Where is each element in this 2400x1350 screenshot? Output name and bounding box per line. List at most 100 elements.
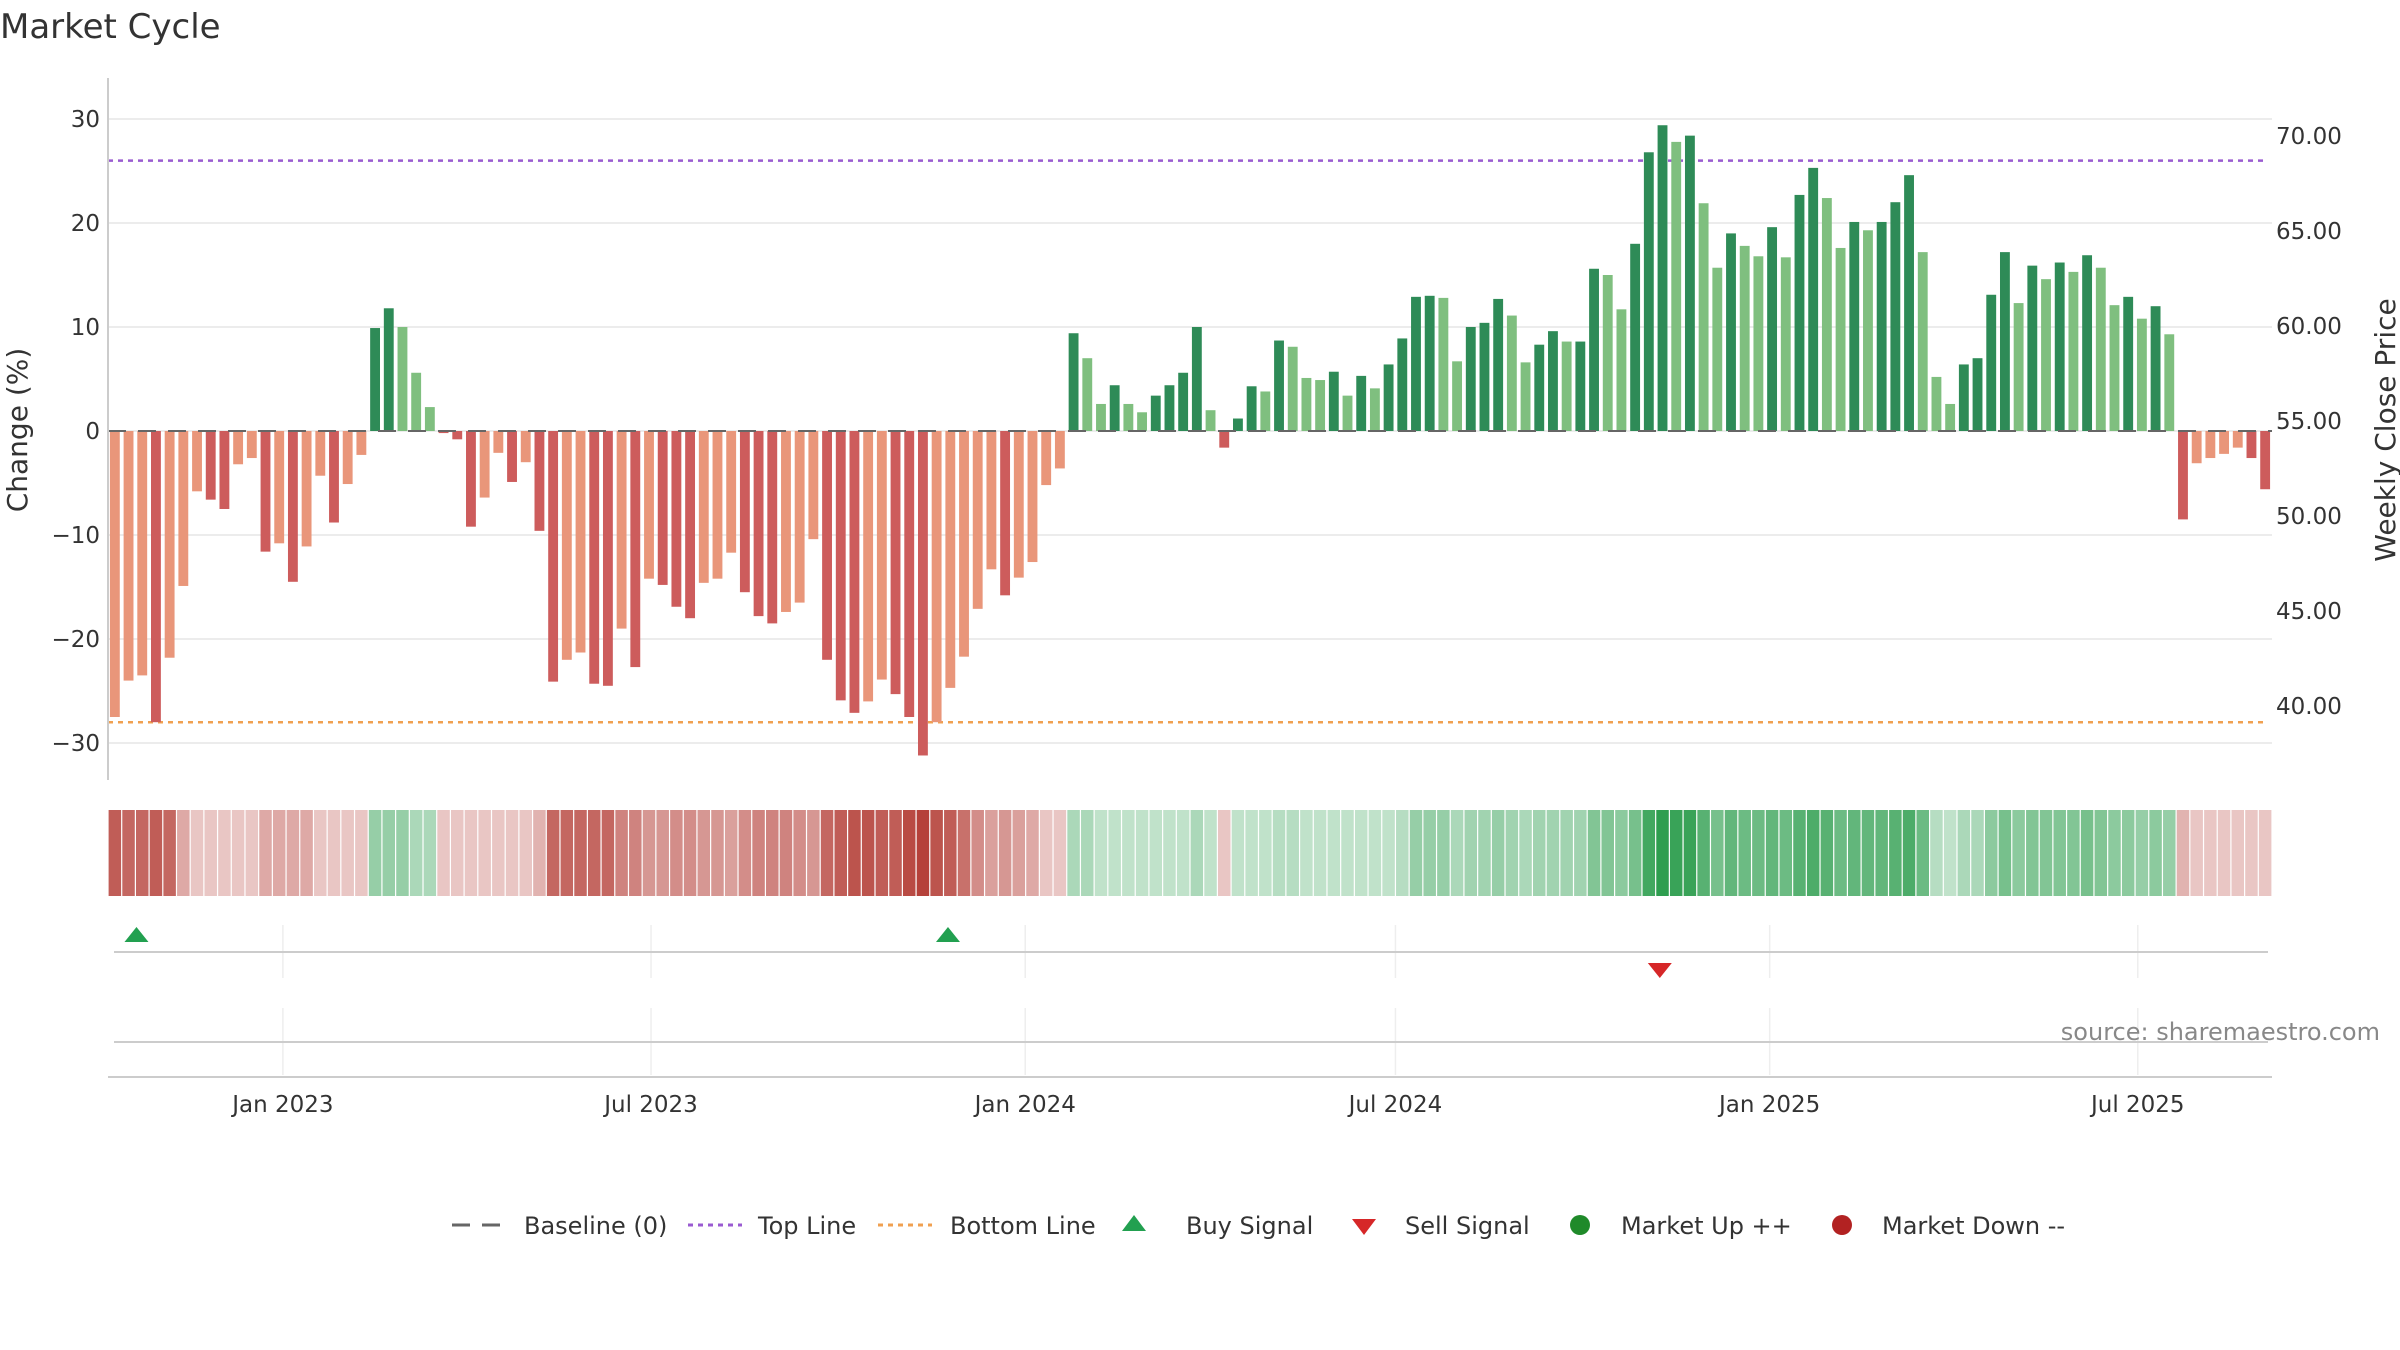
- change-bar: [575, 431, 586, 653]
- threshold-lines: [108, 159, 2268, 724]
- cycle-cell: [1039, 810, 1053, 896]
- change-bar: [1643, 152, 1654, 431]
- change-bar: [1287, 346, 1298, 431]
- cycle-cell: [231, 810, 245, 896]
- cycle-cell: [683, 810, 697, 896]
- change-bar: [1534, 344, 1545, 431]
- change-bar: [1561, 341, 1572, 431]
- change-bar: [2123, 296, 2134, 431]
- cycle-cell: [190, 810, 204, 896]
- change-bar: [301, 431, 312, 547]
- change-bar: [781, 431, 791, 612]
- change-bar: [1041, 431, 1052, 486]
- cycle-cell: [971, 810, 984, 896]
- change-bar: [2164, 334, 2175, 431]
- change-bar: [1479, 322, 1490, 431]
- change-bar: [356, 431, 367, 455]
- cycle-cell: [2231, 810, 2245, 896]
- signal-panel: [108, 925, 2272, 1078]
- cycle-cell: [135, 810, 149, 896]
- cycle-cell: [1943, 810, 1957, 896]
- cycle-cell: [629, 810, 642, 896]
- change-bar: [466, 431, 476, 527]
- cycle-cell: [533, 810, 546, 896]
- cycle-cell: [2053, 810, 2066, 896]
- cycle-cell: [1505, 810, 1519, 896]
- legend-market-up: Market Up ++: [1570, 1212, 1792, 1240]
- change-bar: [1068, 333, 1079, 431]
- cycle-cell: [889, 810, 902, 896]
- change-bar: [835, 431, 846, 701]
- y2-tick-label: 60.00: [2276, 314, 2342, 340]
- change-bar: [1958, 364, 1969, 431]
- change-bar: [904, 431, 915, 717]
- change-bar: [1260, 391, 1271, 431]
- change-bar: [1000, 431, 1011, 596]
- change-bar: [1849, 221, 1860, 431]
- cycle-cell: [1916, 810, 1929, 896]
- change-bar: [548, 431, 559, 682]
- cycle-cell: [1765, 810, 1779, 896]
- y-axis-ticks: 30 20 10 0 −10 −20 −30: [51, 107, 100, 757]
- cycle-cell: [1231, 810, 1245, 896]
- cycle-cell: [396, 810, 409, 896]
- change-bar: [1246, 386, 1257, 431]
- cycle-cell: [286, 810, 300, 896]
- change-bar: [2205, 431, 2216, 459]
- cycle-cell: [505, 810, 519, 896]
- cycle-cell: [985, 810, 998, 896]
- cycle-cell: [1560, 810, 1573, 896]
- cycle-cell: [766, 810, 779, 896]
- cycle-cell: [1012, 810, 1026, 896]
- change-bar: [1233, 418, 1243, 431]
- cycle-cell: [1779, 810, 1793, 896]
- x-tick-label: Jul 2024: [1347, 1092, 1443, 1118]
- change-bar: [507, 431, 517, 482]
- change-bar: [808, 431, 819, 540]
- change-bar: [1219, 431, 1230, 448]
- x-tick-label: Jul 2025: [2089, 1092, 2185, 1118]
- change-bar: [274, 431, 285, 544]
- cycle-cell: [2067, 810, 2080, 896]
- change-bar: [849, 431, 860, 713]
- cycle-cell: [1546, 810, 1560, 896]
- x-tick-label: Jan 2024: [973, 1092, 1076, 1118]
- change-bar: [383, 308, 394, 431]
- cycle-cell: [1491, 810, 1505, 896]
- change-bar: [2178, 431, 2188, 520]
- change-bar: [2068, 271, 2079, 431]
- change-bar: [1917, 252, 1928, 431]
- cycle-cell: [574, 810, 587, 896]
- cycle-cell: [1081, 810, 1094, 896]
- cycle-cell: [478, 810, 491, 896]
- change-bar: [931, 431, 942, 723]
- change-bar: [794, 431, 805, 603]
- change-bar: [2219, 431, 2229, 454]
- change-bar: [1876, 221, 1887, 431]
- change-bar: [1931, 376, 1942, 431]
- change-bar: [1986, 294, 1997, 431]
- cycle-cell: [1669, 810, 1683, 896]
- change-bar: [397, 327, 408, 431]
- change-bar: [698, 431, 709, 583]
- cycle-cell: [793, 810, 806, 896]
- cycle-cell: [1163, 810, 1176, 896]
- cycle-cell: [327, 810, 341, 896]
- cycle-cell: [807, 810, 820, 896]
- legend-market-up-label: Market Up ++: [1621, 1212, 1792, 1240]
- legend-market-down: Market Down --: [1832, 1212, 2065, 1240]
- change-bar: [260, 431, 271, 552]
- change-bar: [1123, 403, 1134, 431]
- change-bar: [1767, 227, 1778, 431]
- change-bar: [287, 431, 298, 582]
- buy-signal-icon: [1122, 1215, 1146, 1231]
- change-bar: [2013, 303, 2024, 431]
- cycle-cell: [245, 810, 259, 896]
- change-bar: [1602, 275, 1613, 431]
- y2-tick-label: 70.00: [2276, 124, 2342, 150]
- change-bar: [151, 431, 161, 723]
- change-bar: [1863, 230, 1873, 431]
- change-bar: [739, 431, 750, 593]
- cycle-cell: [1272, 810, 1286, 896]
